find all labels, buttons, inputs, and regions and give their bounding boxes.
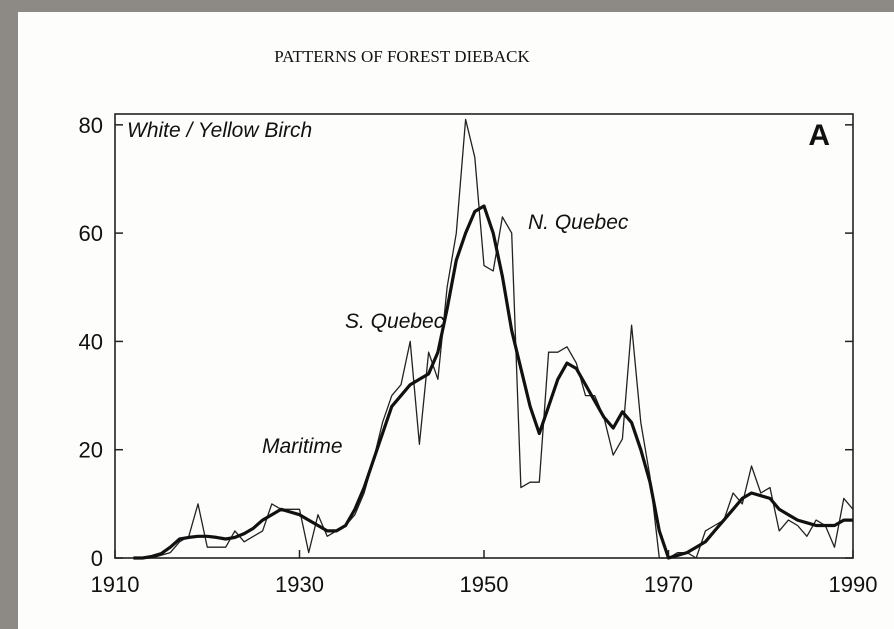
x-tick-label: 1970 <box>644 572 693 597</box>
y-tick-label: 0 <box>91 546 103 571</box>
annotation: N. Quebec <box>528 211 629 234</box>
x-tick-label: 1910 <box>91 572 140 597</box>
chart-title: PATTERNS OF FOREST DIEBACK <box>274 47 530 66</box>
annotation: White / Yellow Birch <box>127 119 312 142</box>
plot-frame <box>114 113 854 559</box>
panel-letter: A <box>808 119 830 152</box>
data-line <box>133 118 854 559</box>
y-tick-label: 40 <box>79 329 103 354</box>
y-tick-label: 60 <box>79 221 103 246</box>
y-tick-label: 80 <box>79 113 103 138</box>
y-tick-label: 20 <box>79 438 103 463</box>
paper <box>18 12 894 629</box>
annotation: Maritime <box>262 435 343 458</box>
x-tick-label: 1990 <box>829 572 878 597</box>
data-line <box>133 204 853 560</box>
annotation: S. Quebec <box>345 310 445 333</box>
x-tick-label: 1950 <box>460 572 509 597</box>
x-tick-label: 1930 <box>275 572 324 597</box>
